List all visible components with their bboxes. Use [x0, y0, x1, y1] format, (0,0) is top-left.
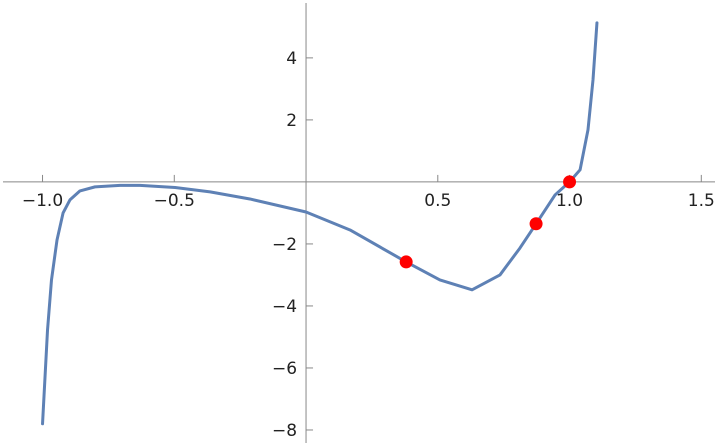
- x-tick-label: 0.5: [424, 191, 451, 211]
- y-tick-label: 2: [286, 111, 297, 131]
- x-tick-label: −1.0: [22, 191, 63, 211]
- x-tick-label: 1.5: [688, 191, 715, 211]
- x-tick-label: 1.0: [556, 191, 583, 211]
- y-tick-label: −8: [272, 421, 297, 441]
- y-tick-label: −4: [272, 297, 297, 317]
- curve: [41, 21, 599, 426]
- point: [399, 255, 413, 269]
- point: [529, 217, 543, 231]
- x-tick-label: −0.5: [154, 191, 195, 211]
- y-tick-label: −2: [272, 235, 297, 255]
- y-tick-label: −6: [272, 359, 297, 379]
- y-tick-label: 4: [286, 49, 297, 69]
- point: [563, 175, 577, 189]
